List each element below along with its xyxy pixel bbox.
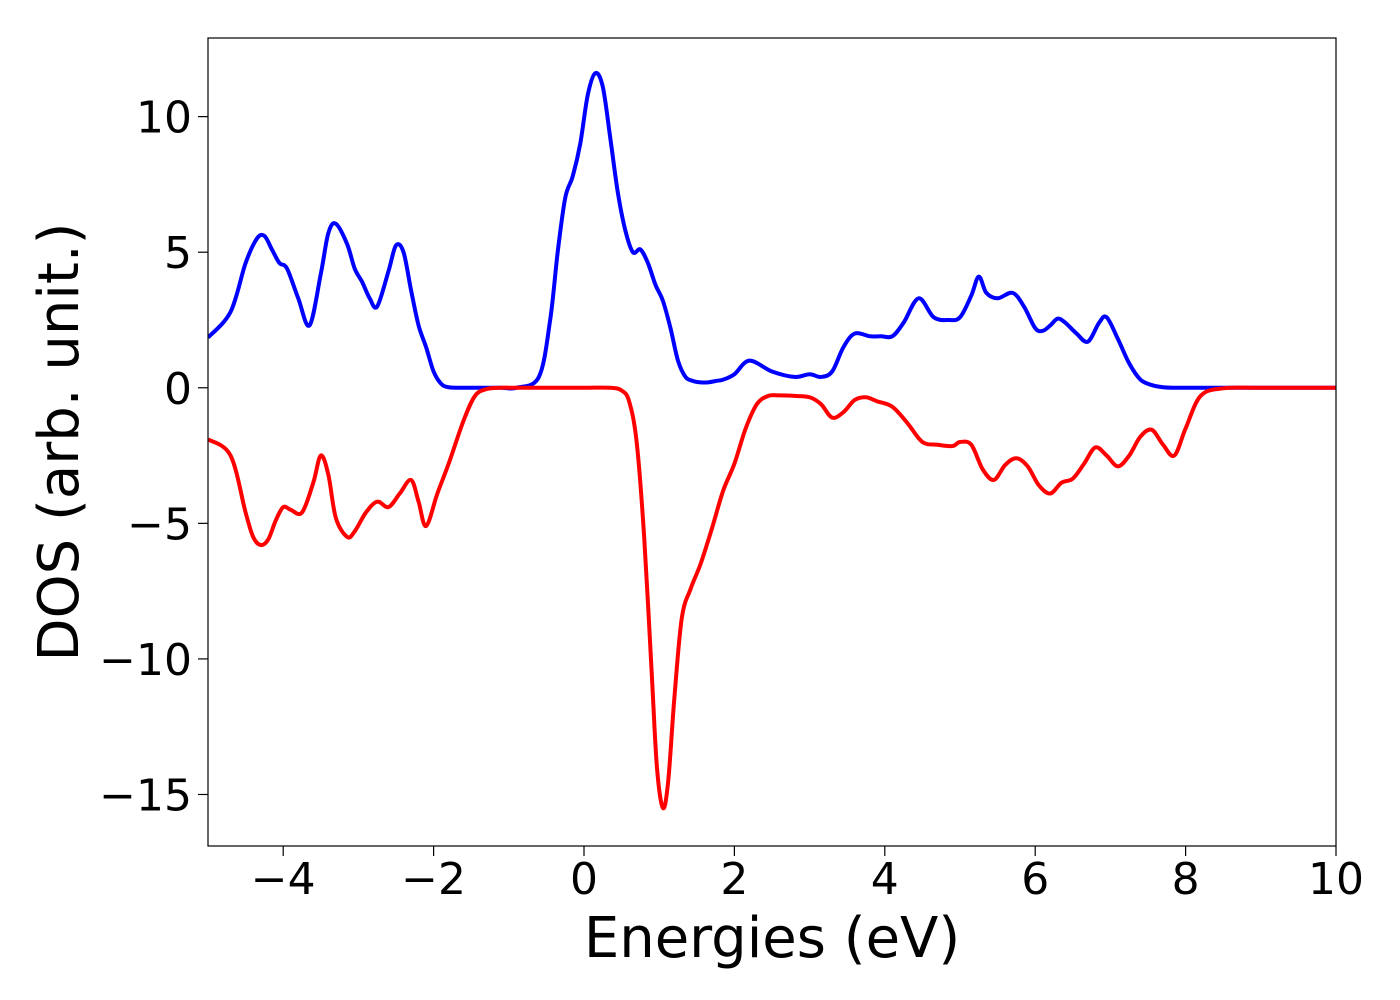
y-tick-label: 10 [136,93,192,144]
y-tick-label: 0 [164,364,192,415]
series-line-1 [208,71,1336,391]
y-tick-label: −15 [99,770,192,821]
x-tick-label: 2 [720,854,748,905]
x-tick-label: 10 [1308,854,1364,905]
x-tick-label: 6 [1021,854,1049,905]
x-tick-label: 0 [570,854,598,905]
x-tick-label: 8 [1172,854,1200,905]
x-tick-label: −4 [251,854,316,905]
series-line-2 [208,385,1336,811]
y-tick-label: 5 [164,228,192,279]
y-axis-label: DOS (arb. unit.) [27,222,92,661]
x-axis-label: Energies (eV) [584,906,960,971]
x-tick-label: 4 [871,854,899,905]
x-axis-ticks: −4 −2 0 2 4 6 8 10 [251,846,1364,905]
y-tick-label: −5 [127,499,192,550]
y-axis-ticks: 10 5 0 −5 −10 −15 [99,93,208,821]
series-layer [208,71,1336,811]
plot-frame [207,37,1337,847]
y-tick-label: −10 [99,635,192,686]
x-tick-label: −2 [401,854,466,905]
